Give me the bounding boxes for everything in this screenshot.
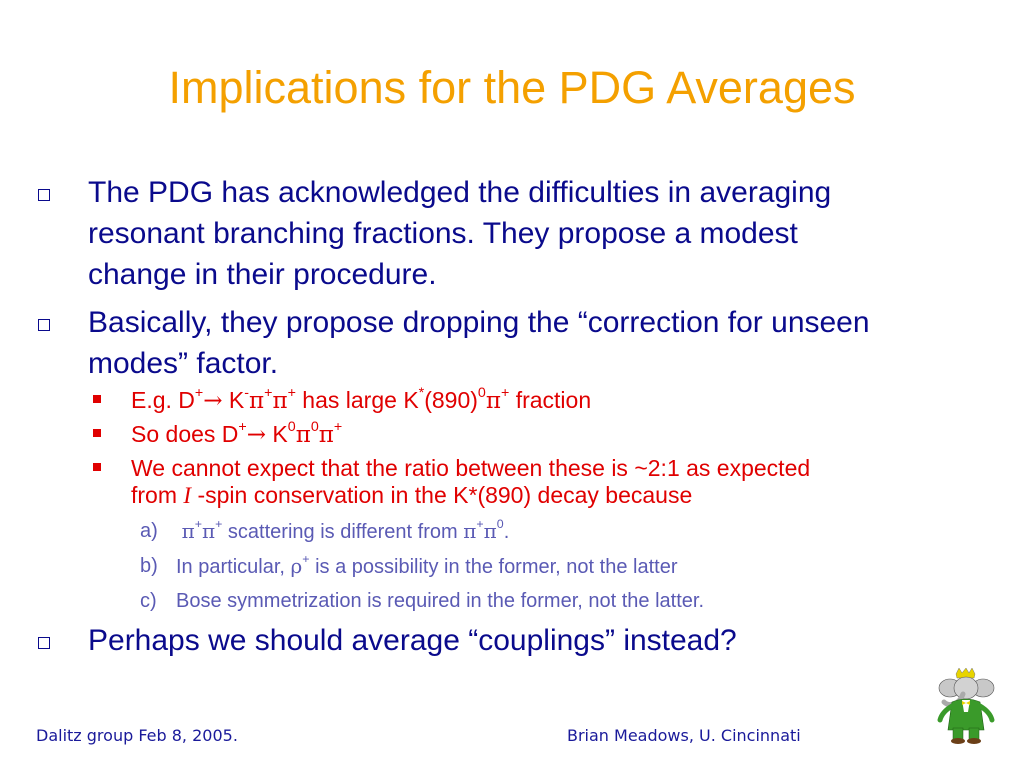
footer-left: Dalitz group Feb 8, 2005. (36, 726, 238, 745)
elephant-logo-icon (937, 668, 995, 744)
sub-sub-item-c: c) Bose symmetrization is required in th… (140, 590, 705, 612)
sub-bullet-2: So does D+→ K0π0π+ (93, 420, 991, 449)
bullet-square-icon (38, 637, 50, 649)
bullet-1-line-1: The PDG has acknowledged the difficultie… (88, 176, 832, 209)
bullet-2-line-2: modes” factor. (88, 347, 279, 380)
bullet-square-icon (38, 189, 50, 201)
bullet-1-line-3: change in their procedure. (88, 258, 437, 291)
filled-square-icon (93, 429, 101, 437)
filled-square-icon (93, 395, 101, 403)
sub-bullet-3-line-1: We cannot expect that the ratio between … (131, 455, 811, 481)
bullet-2: Basically, they propose dropping the “co… (38, 302, 998, 384)
bullet-square-icon (38, 319, 50, 331)
footer-right: Brian Meadows, U. Cincinnati (567, 726, 801, 745)
sub-bullet-1: E.g. D+→ K-π+π+ has large K*(890)0π+ fra… (93, 386, 991, 415)
bullet-1-line-2: resonant branching fractions. They propo… (88, 217, 798, 250)
sub-sub-item-b: b) In particular, ρ+ is a possibility in… (140, 552, 678, 578)
bullet-1: The PDG has acknowledged the difficultie… (38, 172, 998, 295)
filled-square-icon (93, 463, 101, 471)
slide-title: Implications for the PDG Averages (168, 62, 856, 113)
bullet-3: Perhaps we should average “couplings” in… (38, 620, 998, 661)
sub-bullet-3: We cannot expect that the ratio between … (93, 455, 991, 509)
sub-bullet-3-line-2: from I -spin conservation in the K*(890)… (131, 482, 693, 508)
bullet-3-text: Perhaps we should average “couplings” in… (88, 624, 737, 657)
bullet-2-line-1: Basically, they propose dropping the “co… (88, 306, 870, 339)
sub-sub-item-a: a) π+π+ scattering is different from π+π… (140, 517, 510, 543)
